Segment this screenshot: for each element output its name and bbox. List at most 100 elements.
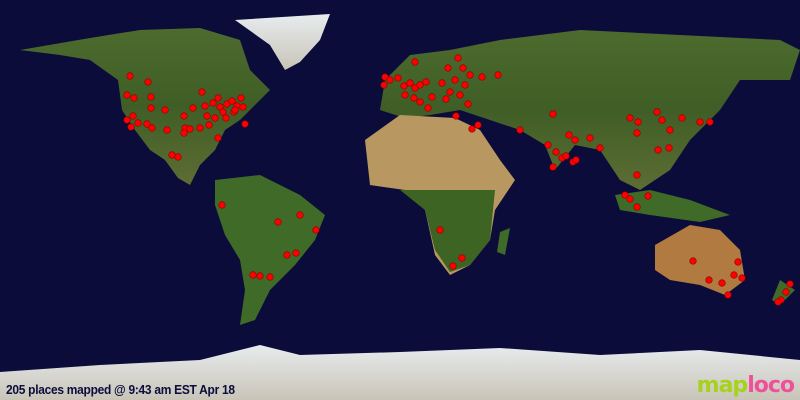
place-marker [406, 79, 414, 87]
place-marker [209, 99, 217, 107]
place-marker [565, 131, 573, 139]
south-america [215, 175, 325, 325]
place-marker [189, 104, 197, 112]
place-marker [451, 76, 459, 84]
place-marker [129, 112, 137, 120]
place-marker [458, 254, 466, 262]
place-marker [123, 91, 131, 99]
place-marker [738, 274, 746, 282]
place-marker [401, 91, 409, 99]
place-marker [130, 94, 138, 102]
place-marker [446, 88, 454, 96]
place-marker [196, 124, 204, 132]
place-marker [180, 112, 188, 120]
place-marker [274, 218, 282, 226]
place-marker [665, 144, 673, 152]
greenland [235, 14, 330, 70]
place-marker [237, 94, 245, 102]
place-marker [428, 93, 436, 101]
place-marker [456, 91, 464, 99]
place-marker [468, 125, 476, 133]
place-marker [571, 136, 579, 144]
place-marker [621, 191, 629, 199]
place-marker [218, 201, 226, 209]
place-marker [203, 112, 211, 120]
place-marker [544, 141, 552, 149]
place-marker [214, 134, 222, 142]
logo-part-map: map [696, 373, 749, 398]
place-marker [312, 226, 320, 234]
place-marker [730, 271, 738, 279]
place-marker [143, 120, 151, 128]
place-marker [478, 73, 486, 81]
place-marker [144, 78, 152, 86]
place-marker [436, 226, 444, 234]
place-marker [292, 249, 300, 257]
place-marker [552, 148, 560, 156]
place-marker [706, 118, 714, 126]
maploco-logo[interactable]: maploco [696, 373, 795, 398]
place-marker [198, 88, 206, 96]
place-marker [148, 124, 156, 132]
place-marker [186, 125, 194, 133]
place-marker [239, 103, 247, 111]
place-markers [123, 54, 794, 306]
places-mapped-caption: 205 places mapped @ 9:43 am EST Apr 18 [6, 382, 235, 397]
place-marker [416, 98, 424, 106]
place-marker [474, 121, 482, 129]
place-marker [633, 203, 641, 211]
place-marker [127, 123, 135, 131]
place-marker [161, 106, 169, 114]
place-marker [147, 93, 155, 101]
place-marker [400, 82, 408, 90]
place-marker [452, 112, 460, 120]
place-marker [442, 95, 450, 103]
place-marker [201, 102, 209, 110]
place-marker [562, 152, 570, 160]
logo-part-loco: loco [747, 373, 795, 398]
australia [655, 225, 745, 295]
place-marker [654, 146, 662, 154]
place-marker [464, 100, 472, 108]
place-marker [461, 81, 469, 89]
place-marker [494, 71, 502, 79]
place-marker [222, 114, 230, 122]
place-marker [782, 288, 790, 296]
place-marker [214, 94, 222, 102]
place-marker [705, 276, 713, 284]
place-marker [266, 273, 274, 281]
place-marker [466, 71, 474, 79]
place-marker [718, 279, 726, 287]
place-marker [666, 126, 674, 134]
place-marker [147, 104, 155, 112]
place-marker [678, 114, 686, 122]
place-marker [734, 258, 742, 266]
place-marker [123, 116, 131, 124]
place-marker [134, 119, 142, 127]
place-marker [634, 118, 642, 126]
place-marker [380, 81, 388, 89]
place-marker [626, 195, 634, 203]
eurasia [380, 30, 800, 190]
place-marker [454, 54, 462, 62]
north-america [20, 28, 270, 185]
place-marker [459, 64, 467, 72]
place-marker [163, 126, 171, 134]
place-marker [724, 291, 732, 299]
place-marker [549, 163, 557, 171]
place-marker [644, 192, 652, 200]
place-marker [626, 114, 634, 122]
place-marker [249, 271, 257, 279]
place-marker [449, 262, 457, 270]
place-marker [168, 151, 176, 159]
place-marker [572, 156, 580, 164]
place-marker [596, 144, 604, 152]
place-marker [231, 106, 239, 114]
place-marker [424, 104, 432, 112]
place-marker [411, 58, 419, 66]
place-marker [205, 121, 213, 129]
place-marker [516, 126, 524, 134]
antarctica [0, 345, 800, 400]
